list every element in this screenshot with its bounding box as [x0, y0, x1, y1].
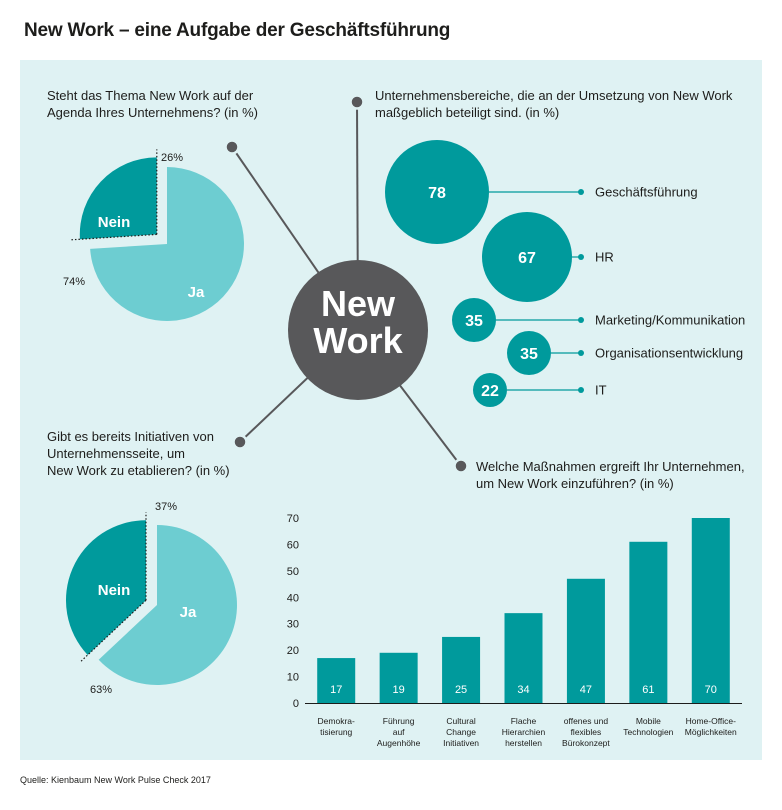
bar-category-2-line-2: auf	[393, 727, 405, 737]
pie1-question-line-1: Steht das Thema New Work auf der	[47, 88, 254, 103]
pie1-divider-2	[70, 233, 157, 241]
bar-category-3-line-2: Change	[446, 727, 476, 737]
bubble-value-1: 78	[428, 185, 446, 202]
connector-massnahmen-dot	[453, 458, 469, 474]
bar-category-7-line-2: Möglichkeiten	[685, 727, 737, 737]
bubble-question-line-1: Unternehmensbereiche, die an der Umsetzu…	[375, 88, 733, 103]
bar-5	[566, 578, 605, 703]
pie2-question-line-1: Gibt es bereits Initiativen von	[47, 429, 214, 444]
bar-value-3: 25	[455, 684, 467, 696]
pie1-label-nein: Nein	[98, 214, 131, 231]
bubble-value-3: 35	[465, 313, 483, 330]
pie2-label-nein: Nein	[98, 582, 131, 599]
bar-category-2-line-3: Augenhöhe	[377, 738, 421, 748]
bubble-leader-dot-2	[578, 254, 584, 260]
bar-category-1-line-1: Demokra-	[318, 716, 355, 726]
pie2-question-line-2: Unternehmensseite, um	[47, 446, 185, 461]
connector-initiativen-dot	[232, 434, 248, 450]
bubble-2	[482, 212, 572, 302]
bar-category-5-line-2: flexibles	[571, 727, 602, 737]
bar-y-tick-0: 0	[293, 698, 299, 710]
bubble-leader-dot-3	[578, 317, 584, 323]
pie2-question-line-3: New Work zu etablieren? (in %)	[47, 463, 230, 478]
bubble-question-line-2: maßgeblich beteiligt sind. (in %)	[375, 105, 559, 120]
bar-category-4-line-1: Flache	[511, 716, 537, 726]
bar-category-5-line-3: Bürokonzept	[562, 738, 610, 748]
bar-category-3-line-3: Initiativen	[443, 738, 479, 748]
bar-category-4-line-3: herstellen	[505, 738, 542, 748]
page-title: New Work – eine Aufgabe der Geschäftsfüh…	[24, 20, 451, 41]
bar-y-tick-30: 30	[287, 619, 299, 631]
pie1-value-nein: 26%	[161, 152, 183, 164]
bar-question-line-1: Welche Maßnahmen ergreift Ihr Unternehme…	[476, 459, 745, 474]
bubble-4	[507, 331, 551, 375]
pie2-slice-nein	[65, 520, 146, 655]
bubble-3	[452, 298, 496, 342]
bar-category-3-line-1: Cultural	[446, 716, 475, 726]
bar-value-4: 34	[517, 684, 529, 696]
bar-1	[317, 658, 356, 703]
bar-6	[629, 541, 668, 703]
bar-4	[504, 613, 543, 703]
bar-y-tick-10: 10	[287, 672, 299, 684]
bubble-label-5: IT	[595, 383, 607, 398]
bar-y-tick-20: 20	[287, 645, 299, 657]
bubble-value-4: 35	[520, 346, 538, 363]
bubble-label-4: Organisationsentwicklung	[595, 346, 743, 361]
pie2-label-ja: Ja	[180, 604, 197, 621]
bar-7	[691, 518, 730, 703]
bubble-leader-dot-1	[578, 189, 584, 195]
bar-category-1-line-2: tisierung	[320, 727, 352, 737]
bar-3	[442, 636, 481, 703]
pie1-value-ja: 74%	[63, 276, 85, 288]
bubble-label-1: Geschäftsführung	[595, 185, 698, 200]
pie1-question-line-2: Agenda Ihres Unternehmens? (in %)	[47, 105, 258, 120]
bubble-label-2: HR	[595, 250, 614, 265]
bar-category-2-line-1: Führung	[383, 716, 415, 726]
bar-category-7-line-1: Home-Office-	[686, 716, 737, 726]
bar-value-2: 19	[393, 684, 405, 696]
bubble-1	[385, 140, 489, 244]
pie1-label-ja: Ja	[188, 284, 205, 301]
pie1-slice-ja	[90, 167, 244, 321]
bar-value-6: 61	[642, 684, 654, 696]
bubble-5	[473, 373, 507, 407]
bar-category-5-line-1: offenes und	[564, 716, 609, 726]
pie1-slice-nein	[79, 157, 157, 240]
bar-value-7: 70	[705, 684, 717, 696]
bar-value-1: 17	[330, 684, 342, 696]
bubble-value-5: 22	[481, 383, 499, 400]
bar-value-5: 47	[580, 684, 592, 696]
pie2-value-ja: 63%	[90, 684, 112, 696]
source-note: Quelle: Kienbaum New Work Pulse Check 20…	[20, 775, 211, 785]
bubble-leader-dot-4	[578, 350, 584, 356]
connector-bereiche-dot	[349, 94, 365, 110]
bar-y-tick-50: 50	[287, 566, 299, 578]
bar-2	[379, 652, 418, 703]
new-work-label-line-1: New	[321, 283, 396, 324]
bubble-value-2: 67	[518, 250, 536, 267]
pie2-value-nein: 37%	[155, 501, 177, 513]
pie2-slice-ja	[98, 525, 238, 685]
new-work-label-line-2: Work	[313, 320, 403, 361]
bar-category-4-line-2: Hierarchien	[502, 727, 546, 737]
bar-y-tick-60: 60	[287, 539, 299, 551]
bubble-label-3: Marketing/Kommunikation	[595, 313, 745, 328]
connector-agenda-dot	[224, 139, 240, 155]
bar-category-6-line-2: Technologien	[623, 727, 673, 737]
bar-category-6-line-1: Mobile	[636, 716, 661, 726]
bar-question-line-2: um New Work einzuführen? (in %)	[476, 476, 674, 491]
new-work-circle	[288, 260, 428, 400]
bar-y-tick-70: 70	[287, 513, 299, 525]
pie2-divider-2	[80, 599, 147, 663]
bubble-leader-dot-5	[578, 387, 584, 393]
bar-y-tick-40: 40	[287, 592, 299, 604]
